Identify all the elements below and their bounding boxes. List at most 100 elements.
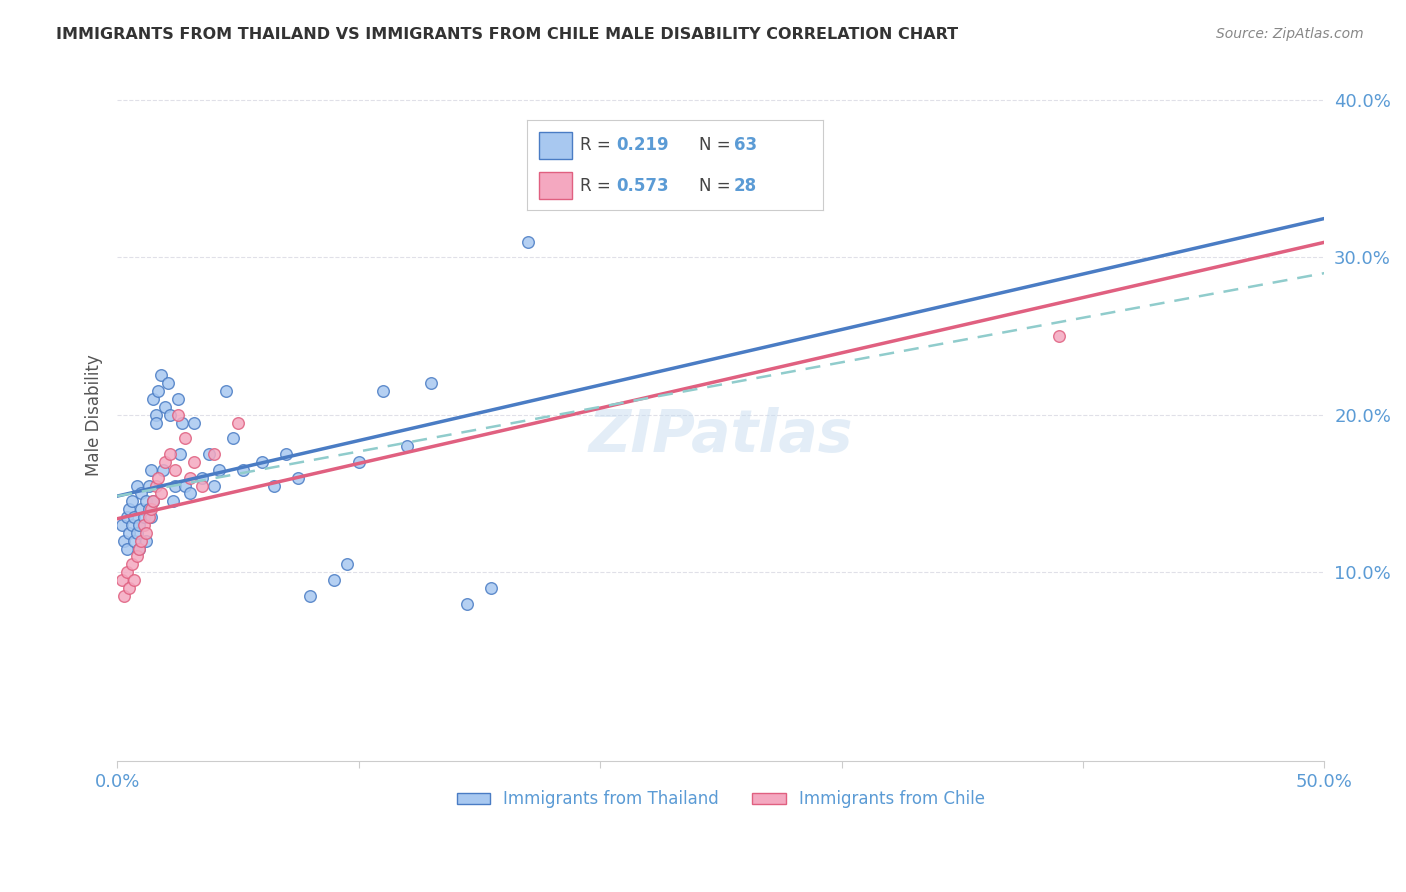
Text: Source: ZipAtlas.com: Source: ZipAtlas.com xyxy=(1216,27,1364,41)
Point xyxy=(155,400,177,414)
Point xyxy=(159,408,181,422)
Text: 0.573: 0.573 xyxy=(616,177,668,194)
Point xyxy=(131,486,153,500)
Point xyxy=(263,478,285,492)
Point xyxy=(121,494,143,508)
Point xyxy=(1047,329,1070,343)
Point xyxy=(202,447,225,461)
Point xyxy=(287,471,309,485)
Text: N =: N = xyxy=(699,177,735,194)
Point xyxy=(420,376,443,391)
Point xyxy=(149,486,172,500)
Point xyxy=(135,525,157,540)
Point xyxy=(516,235,538,249)
Point xyxy=(166,408,188,422)
Point xyxy=(173,478,195,492)
Point xyxy=(148,384,170,399)
Point xyxy=(190,478,212,492)
Point xyxy=(132,510,155,524)
Point xyxy=(155,455,177,469)
Point xyxy=(114,589,136,603)
Point xyxy=(142,392,165,406)
Point xyxy=(121,558,143,572)
Point xyxy=(135,494,157,508)
Point xyxy=(115,541,138,556)
Point xyxy=(215,384,238,399)
Point xyxy=(347,455,370,469)
Point xyxy=(250,455,273,469)
Point xyxy=(122,533,145,548)
Point xyxy=(165,463,187,477)
Point xyxy=(128,518,150,533)
Point xyxy=(172,416,194,430)
Point xyxy=(173,431,195,445)
Text: ZIPatlas: ZIPatlas xyxy=(589,407,853,464)
Point xyxy=(335,558,357,572)
Point xyxy=(118,502,141,516)
Point xyxy=(125,549,148,564)
Point xyxy=(149,368,172,383)
Bar xyxy=(538,132,571,159)
Point xyxy=(125,478,148,492)
Point xyxy=(115,510,138,524)
Point xyxy=(222,431,245,445)
Point xyxy=(145,478,167,492)
Point xyxy=(142,494,165,508)
Point xyxy=(128,541,150,556)
Point xyxy=(122,510,145,524)
Point xyxy=(456,597,478,611)
Legend: Immigrants from Thailand, Immigrants from Chile: Immigrants from Thailand, Immigrants fro… xyxy=(450,784,991,815)
Text: R =: R = xyxy=(581,136,616,154)
Point xyxy=(145,416,167,430)
Point xyxy=(165,478,187,492)
Text: N =: N = xyxy=(699,136,735,154)
Point xyxy=(148,471,170,485)
Point xyxy=(118,525,141,540)
Point xyxy=(138,510,160,524)
Point xyxy=(115,565,138,579)
Point xyxy=(202,478,225,492)
Y-axis label: Male Disability: Male Disability xyxy=(86,354,103,475)
Point xyxy=(162,494,184,508)
Point xyxy=(207,463,229,477)
Bar xyxy=(538,172,571,199)
Point xyxy=(131,533,153,548)
Point xyxy=(395,439,418,453)
Point xyxy=(138,478,160,492)
Point xyxy=(139,502,162,516)
Point xyxy=(183,455,205,469)
Point xyxy=(179,471,201,485)
Point xyxy=(121,518,143,533)
Point xyxy=(139,510,162,524)
Point xyxy=(138,502,160,516)
Point xyxy=(122,573,145,587)
Point xyxy=(125,525,148,540)
Point xyxy=(142,494,165,508)
Text: 28: 28 xyxy=(734,177,756,194)
Point xyxy=(111,573,134,587)
Point xyxy=(145,408,167,422)
Point xyxy=(118,581,141,595)
Point xyxy=(156,376,179,391)
Point xyxy=(481,581,503,595)
Point xyxy=(135,533,157,548)
Point xyxy=(111,518,134,533)
Point xyxy=(114,533,136,548)
Text: 0.219: 0.219 xyxy=(616,136,668,154)
Point xyxy=(299,589,322,603)
Text: IMMIGRANTS FROM THAILAND VS IMMIGRANTS FROM CHILE MALE DISABILITY CORRELATION CH: IMMIGRANTS FROM THAILAND VS IMMIGRANTS F… xyxy=(56,27,959,42)
Text: R =: R = xyxy=(581,177,616,194)
Point xyxy=(131,502,153,516)
Point xyxy=(179,486,201,500)
Point xyxy=(128,541,150,556)
Point xyxy=(226,416,249,430)
Text: 63: 63 xyxy=(734,136,756,154)
Point xyxy=(152,463,174,477)
Point xyxy=(190,471,212,485)
Point xyxy=(159,447,181,461)
Point xyxy=(139,463,162,477)
Point xyxy=(232,463,254,477)
Point xyxy=(198,447,221,461)
Point xyxy=(166,392,188,406)
Point xyxy=(276,447,298,461)
